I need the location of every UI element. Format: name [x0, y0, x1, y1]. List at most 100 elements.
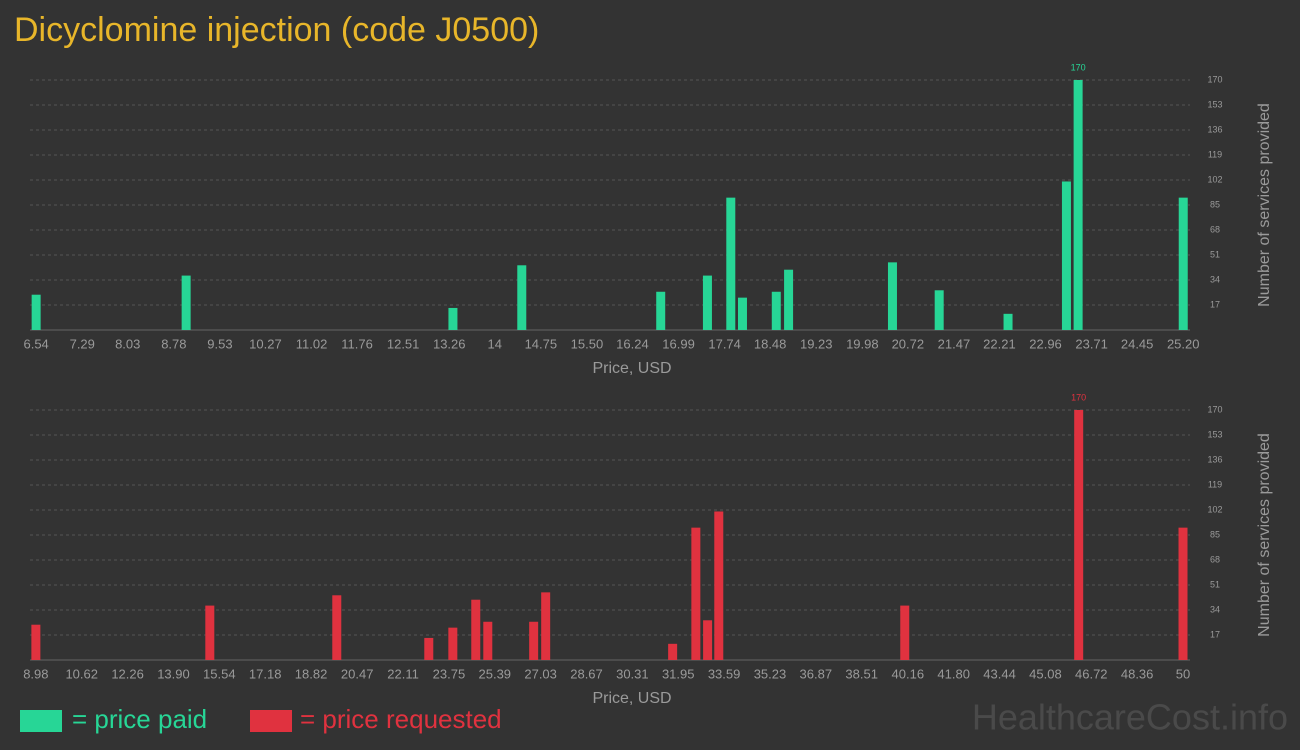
- x-tick-label: 21.47: [938, 336, 971, 351]
- x-tick-label: 19.98: [846, 336, 879, 351]
- x-tick-label: 8.78: [161, 336, 186, 351]
- bar: [31, 624, 41, 660]
- bar: [784, 269, 794, 330]
- y-tick-label: 170: [1207, 404, 1222, 414]
- y-tick-label: 51: [1210, 579, 1220, 589]
- y-axis-label: Number of services provided: [1256, 103, 1273, 307]
- x-tick-label: 20.72: [892, 336, 925, 351]
- x-tick-label: 45.08: [1029, 666, 1062, 681]
- bar: [900, 605, 910, 660]
- bar: [424, 637, 434, 660]
- x-tick-label: 13.90: [157, 666, 190, 681]
- x-tick-label: 23.71: [1075, 336, 1108, 351]
- x-tick-label: 41.80: [937, 666, 970, 681]
- y-tick-label: 102: [1207, 504, 1222, 514]
- x-tick-label: 22.96: [1029, 336, 1062, 351]
- bar: [726, 197, 736, 330]
- bar: [332, 595, 342, 660]
- x-tick-label: 16.99: [662, 336, 695, 351]
- x-tick-label: 35.23: [754, 666, 787, 681]
- y-tick-label: 85: [1210, 529, 1220, 539]
- x-tick-label: 40.16: [892, 666, 925, 681]
- x-tick-label: 22.21: [983, 336, 1016, 351]
- x-tick-label: 19.23: [800, 336, 833, 351]
- bar: [517, 265, 527, 330]
- x-tick-label: 18.82: [295, 666, 328, 681]
- x-tick-label: 22.11: [387, 666, 419, 681]
- x-tick-label: 36.87: [800, 666, 833, 681]
- x-tick-label: 10.27: [249, 336, 282, 351]
- y-tick-label: 153: [1207, 429, 1222, 439]
- data-label: 170: [1071, 62, 1086, 72]
- x-tick-label: 16.24: [616, 336, 649, 351]
- watermark: HealthcareCost.info: [972, 697, 1288, 738]
- x-tick-label: 15.54: [203, 666, 236, 681]
- bar: [471, 599, 481, 660]
- y-tick-label: 34: [1210, 274, 1220, 284]
- bar: [448, 307, 458, 330]
- x-tick-label: 17.18: [249, 666, 282, 681]
- x-tick-label: 14.75: [525, 336, 558, 351]
- bar: [934, 290, 944, 330]
- y-tick-label: 17: [1210, 629, 1220, 639]
- x-tick-label: 23.75: [433, 666, 466, 681]
- x-tick-label: 10.62: [65, 666, 98, 681]
- legend-label: = price paid: [72, 704, 207, 734]
- y-tick-label: 153: [1207, 99, 1222, 109]
- bar: [181, 275, 191, 330]
- y-tick-label: 136: [1207, 454, 1222, 464]
- bar: [702, 275, 712, 330]
- x-tick-label: 43.44: [983, 666, 1016, 681]
- bar: [1003, 313, 1013, 330]
- x-tick-label: 20.47: [341, 666, 374, 681]
- y-tick-label: 170: [1207, 74, 1222, 84]
- x-tick-label: 27.03: [524, 666, 557, 681]
- x-tick-label: 38.51: [845, 666, 878, 681]
- y-tick-label: 119: [1208, 479, 1222, 489]
- x-tick-label: 12.26: [111, 666, 144, 681]
- bar: [771, 291, 781, 330]
- x-tick-label: 11.02: [296, 336, 328, 351]
- x-tick-label: 17.74: [708, 336, 741, 351]
- x-tick-label: 14: [488, 336, 502, 351]
- bar: [737, 297, 747, 330]
- x-tick-label: 18.48: [754, 336, 787, 351]
- bar: [529, 621, 539, 660]
- chart-title: Dicyclomine injection (code J0500): [14, 11, 539, 49]
- x-axis-label: Price, USD: [592, 360, 671, 377]
- x-tick-label: 31.95: [662, 666, 695, 681]
- bar: [714, 511, 724, 660]
- bar: [483, 621, 493, 660]
- x-tick-label: 50: [1176, 666, 1190, 681]
- bar: [31, 294, 41, 330]
- x-tick-label: 46.72: [1075, 666, 1108, 681]
- bar: [1074, 410, 1084, 660]
- x-tick-label: 48.36: [1121, 666, 1154, 681]
- bar: [656, 291, 666, 330]
- bar: [1073, 80, 1083, 330]
- bar: [703, 620, 713, 660]
- y-tick-label: 17: [1210, 299, 1220, 309]
- legend-swatch: [250, 710, 292, 732]
- bar: [448, 627, 458, 660]
- y-tick-label: 102: [1207, 174, 1222, 184]
- x-tick-label: 30.31: [616, 666, 649, 681]
- x-tick-label: 12.51: [387, 336, 420, 351]
- data-label: 170: [1071, 392, 1086, 402]
- x-tick-label: 24.45: [1121, 336, 1154, 351]
- bar: [668, 643, 678, 660]
- x-tick-label: 15.50: [571, 336, 604, 351]
- bar: [541, 592, 551, 660]
- x-axis-label: Price, USD: [592, 690, 671, 707]
- legend-swatch: [20, 710, 62, 732]
- x-tick-label: 25.20: [1167, 336, 1200, 351]
- bar: [1178, 197, 1188, 330]
- y-tick-label: 68: [1210, 554, 1220, 564]
- bar: [1061, 181, 1071, 330]
- bar: [205, 605, 215, 660]
- x-tick-label: 8.03: [115, 336, 140, 351]
- x-tick-label: 6.54: [23, 336, 48, 351]
- x-tick-label: 28.67: [570, 666, 603, 681]
